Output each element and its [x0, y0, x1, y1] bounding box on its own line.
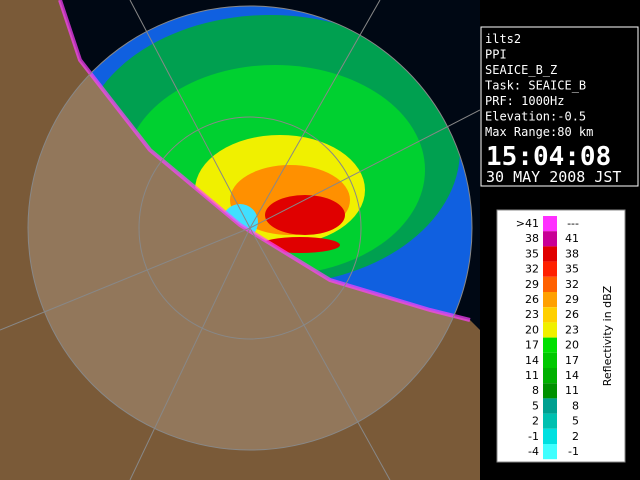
legend-high: 8 — [572, 399, 579, 412]
legend-title: Reflectivity in dBZ — [601, 285, 614, 386]
legend-high: 5 — [572, 415, 579, 428]
legend-low: 38 — [525, 232, 539, 245]
legend-high: 35 — [565, 263, 579, 276]
legend-low: 2 — [532, 415, 539, 428]
legend-swatch — [543, 337, 557, 353]
legend-high: 14 — [565, 369, 579, 382]
legend-high: 32 — [565, 278, 579, 291]
legend-low: >41 — [516, 217, 539, 230]
legend-high: 2 — [572, 430, 579, 443]
legend-low: 14 — [525, 354, 539, 367]
legend-low: -4 — [528, 445, 539, 458]
legend-low: 8 — [532, 384, 539, 397]
info-line: PRF: 1000Hz — [485, 94, 564, 108]
legend-swatch — [543, 216, 557, 232]
legend-low: -1 — [528, 430, 539, 443]
legend-high: 11 — [565, 384, 579, 397]
legend-low: 32 — [525, 263, 539, 276]
info-line: Elevation:-0.5 — [485, 110, 586, 124]
legend-low: 29 — [525, 278, 539, 291]
legend-swatch — [543, 444, 557, 460]
info-line: Task: SEAICE_B — [485, 79, 586, 93]
legend-high: 17 — [565, 354, 579, 367]
legend-swatch — [543, 276, 557, 292]
legend-high: 26 — [565, 308, 579, 321]
legend-high: 23 — [565, 323, 579, 336]
info-line: ilts2 — [485, 32, 521, 46]
info-line: SEAICE_B_Z — [485, 63, 557, 77]
legend-swatch — [543, 322, 557, 338]
info-panel — [480, 26, 639, 187]
legend-swatch — [543, 231, 557, 247]
legend-swatch — [543, 383, 557, 399]
legend — [496, 209, 626, 463]
legend-high: --- — [567, 217, 579, 230]
legend-low: 23 — [525, 308, 539, 321]
legend-swatch — [543, 307, 557, 323]
legend-high: 41 — [565, 232, 579, 245]
legend-low: 11 — [525, 369, 539, 382]
legend-high: 29 — [565, 293, 579, 306]
time: 15:04:08 — [486, 142, 611, 172]
legend-swatch — [543, 261, 557, 277]
radar-map — [0, 0, 480, 480]
legend-low: 17 — [525, 339, 539, 352]
legend-rows: >41 --- 38 41 35 38 32 35 29 32 26 29 23 26 20 23 17 20 14… — [516, 216, 579, 460]
legend-swatch — [543, 413, 557, 429]
legend-swatch — [543, 246, 557, 262]
legend-swatch — [543, 428, 557, 444]
legend-low: 20 — [525, 323, 539, 336]
legend-swatch — [543, 352, 557, 368]
legend-low: 5 — [532, 399, 539, 412]
legend-swatch — [543, 368, 557, 384]
legend-swatch — [543, 398, 557, 414]
info-line: Max Range:80 km — [485, 125, 593, 139]
date: 30 MAY 2008 JST — [486, 168, 621, 186]
legend-low: 26 — [525, 293, 539, 306]
legend-high: -1 — [568, 445, 579, 458]
info-line: PPI — [485, 48, 507, 62]
legend-swatch — [543, 292, 557, 308]
legend-low: 35 — [525, 247, 539, 260]
legend-high: 20 — [565, 339, 579, 352]
legend-high: 38 — [565, 247, 579, 260]
